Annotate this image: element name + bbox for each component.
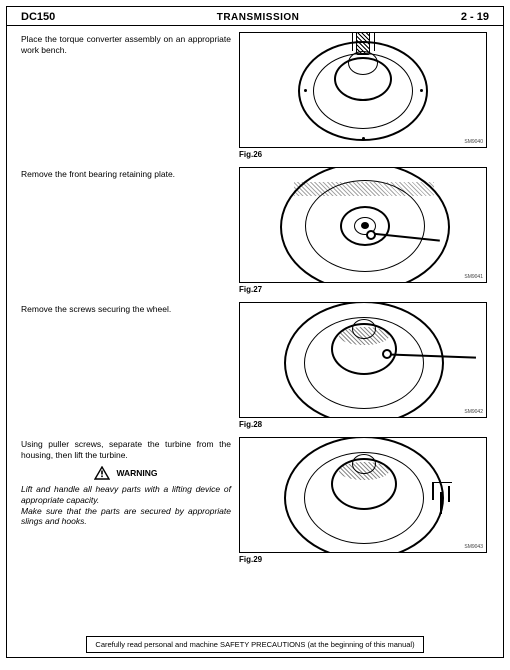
content-area: Place the torque converter assembly on a…: [7, 26, 503, 570]
step-text-col: Place the torque converter assembly on a…: [21, 32, 239, 55]
figure-caption: Fig.28: [239, 420, 489, 429]
step-row: Using puller screws, separate the turbin…: [21, 437, 493, 570]
step-text: Remove the screws securing the wheel.: [21, 304, 231, 315]
step-fig-col: SM9041 Fig.27: [239, 167, 489, 300]
page-number: 2 - 19: [461, 11, 489, 23]
page-frame: DC150 TRANSMISSION 2 - 19 Place the torq…: [6, 6, 504, 658]
page-footer: Carefully read personal and machine SAFE…: [7, 636, 503, 653]
section-title: TRANSMISSION: [217, 12, 300, 23]
figure-frame: SM9040: [239, 32, 487, 148]
warning-icon: [94, 466, 110, 480]
figure-frame: SM9043: [239, 437, 487, 553]
step-row: Place the torque converter assembly on a…: [21, 32, 493, 165]
figure-caption: Fig.29: [239, 555, 489, 564]
figure-frame: SM9041: [239, 167, 487, 283]
step-text: Remove the front bearing retaining plate…: [21, 169, 231, 180]
step-text-col: Remove the front bearing retaining plate…: [21, 167, 239, 180]
warning-text: Lift and handle all heavy parts with a l…: [21, 484, 231, 505]
warning-row: WARNING: [21, 466, 231, 480]
figure-caption: Fig.27: [239, 285, 489, 294]
step-text-col: Remove the screws securing the wheel.: [21, 302, 239, 315]
model-code: DC150: [21, 11, 55, 23]
warning-text: Make sure that the parts are secured by …: [21, 506, 231, 527]
step-text: Place the torque converter assembly on a…: [21, 34, 231, 55]
page-header: DC150 TRANSMISSION 2 - 19: [7, 7, 503, 26]
step-row: Remove the front bearing retaining plate…: [21, 167, 493, 300]
figure-caption: Fig.26: [239, 150, 489, 159]
footer-note: Carefully read personal and machine SAFE…: [86, 636, 423, 653]
step-row: Remove the screws securing the wheel. SM…: [21, 302, 493, 435]
step-fig-col: SM9040 Fig.26: [239, 32, 489, 165]
step-text: Using puller screws, separate the turbin…: [21, 439, 231, 460]
figure-code: SM9043: [464, 544, 483, 550]
figure-frame: SM9042: [239, 302, 487, 418]
step-text-col: Using puller screws, separate the turbin…: [21, 437, 239, 527]
figure-code: SM9040: [464, 139, 483, 145]
figure-code: SM9042: [464, 409, 483, 415]
step-fig-col: SM9042 Fig.28: [239, 302, 489, 435]
warning-label: WARNING: [116, 468, 157, 478]
figure-code: SM9041: [464, 274, 483, 280]
step-fig-col: SM9043 Fig.29: [239, 437, 489, 570]
